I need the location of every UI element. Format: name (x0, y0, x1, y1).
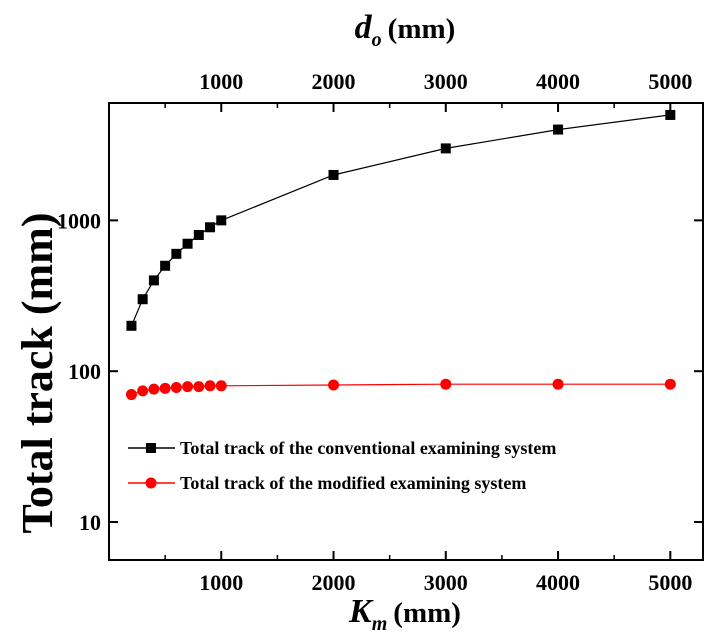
series-1-point (148, 275, 159, 286)
legend-marker-1 (146, 443, 156, 453)
x-tick-label-2000: 2000 (312, 570, 356, 595)
series-1-line (130, 114, 671, 327)
top-tick-label-4000: 4000 (536, 69, 580, 94)
plot-frame (108, 102, 704, 561)
svg-text:Km(mm): Km (mm) (348, 593, 461, 635)
y-tick-label-1000: 1000 (57, 208, 101, 233)
series-1-point (171, 248, 182, 259)
series-2-point (148, 383, 160, 395)
series-2-point (440, 378, 452, 390)
series-1-point (205, 222, 216, 233)
x-tick-label-3000: 3000 (424, 570, 468, 595)
top-axis-title-unit: (mm) (388, 13, 456, 45)
series-2-point (215, 380, 227, 392)
legend-label-1: Total track of the conventional examinin… (180, 438, 556, 458)
top-tick-label-5000: 5000 (648, 69, 692, 94)
x-axis-title: Km (mm) (348, 593, 461, 635)
y-tick-label-100: 100 (68, 359, 101, 384)
y-tick-label-10: 10 (79, 510, 101, 535)
x-tick-label-4000: 4000 (536, 570, 580, 595)
series-1 (126, 109, 676, 331)
top-tick-label-3000: 3000 (424, 69, 468, 94)
legend: Total track of the conventional examinin… (128, 438, 556, 493)
series-2-point (170, 381, 182, 393)
series-2-point (664, 378, 676, 390)
top-axis-title-sub: o (372, 29, 382, 51)
legend-label-2: Total track of the modified examining sy… (180, 473, 526, 493)
x-axis-title-unit: (mm) (393, 597, 461, 629)
series-1-point (193, 229, 204, 240)
series-2-point (182, 381, 194, 393)
series-1-point (160, 260, 171, 271)
x-axis-title-main: K (348, 593, 374, 630)
series-2-point (125, 389, 137, 401)
series-2-point (159, 382, 171, 394)
top-axis-title: do (mm) (355, 9, 456, 51)
series-2-point (204, 380, 216, 392)
x-tick-label-1000: 1000 (199, 570, 243, 595)
series-1-point (137, 294, 148, 305)
top-tick-label-1000: 1000 (199, 69, 243, 94)
series-2-point (193, 381, 205, 393)
series-2-point (328, 379, 340, 391)
series-1-point (665, 109, 676, 120)
series-1-point (182, 238, 193, 249)
series-2-point (137, 385, 149, 397)
svg-text:do(mm): do (mm) (355, 9, 456, 51)
series-1-point (216, 215, 227, 226)
series-2-point (552, 378, 564, 390)
x-tick-label-5000: 5000 (648, 570, 692, 595)
series-1-point (553, 124, 564, 135)
legend-marker-2 (145, 477, 157, 489)
series-1-point (328, 169, 339, 180)
x-axis-title-sub: m (372, 613, 388, 635)
series-1-point (126, 320, 137, 331)
series-2 (125, 378, 676, 401)
top-tick-label-2000: 2000 (312, 69, 356, 94)
top-axis-title-main: d (355, 9, 373, 46)
y-axis-label: Total track (mm) (13, 213, 62, 534)
series-1-point (440, 143, 451, 154)
